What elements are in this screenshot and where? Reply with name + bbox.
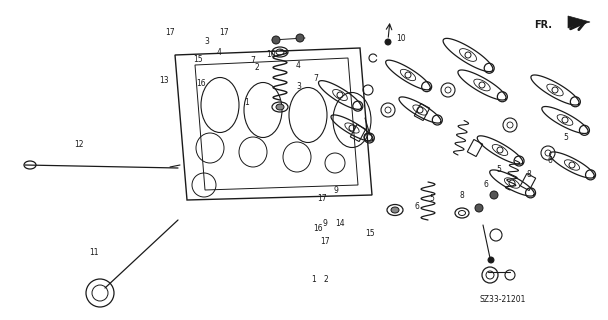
Text: 1: 1 <box>244 98 249 107</box>
Circle shape <box>488 257 494 263</box>
Text: 16: 16 <box>196 79 206 88</box>
Text: 5: 5 <box>496 165 501 174</box>
Circle shape <box>475 204 483 212</box>
Circle shape <box>272 36 280 44</box>
Text: 10: 10 <box>396 34 406 43</box>
Text: 9: 9 <box>333 186 338 195</box>
Text: 6: 6 <box>548 156 553 164</box>
Text: 8: 8 <box>527 170 531 179</box>
Text: 16: 16 <box>313 224 323 233</box>
Text: 17: 17 <box>219 28 229 36</box>
Text: 8: 8 <box>460 191 465 200</box>
Text: 7: 7 <box>250 56 255 65</box>
Text: 15: 15 <box>193 55 202 64</box>
Text: 17: 17 <box>317 194 327 203</box>
Text: 9: 9 <box>323 220 328 228</box>
Text: 5: 5 <box>563 133 568 142</box>
Text: 4: 4 <box>216 48 221 57</box>
Text: 2: 2 <box>254 63 259 72</box>
Text: 6: 6 <box>414 202 419 211</box>
Ellipse shape <box>391 207 399 213</box>
Text: 1: 1 <box>311 276 316 284</box>
Ellipse shape <box>276 104 284 110</box>
Text: 6: 6 <box>484 180 489 188</box>
Circle shape <box>490 191 498 199</box>
Text: 12: 12 <box>74 140 84 148</box>
Text: 17: 17 <box>165 28 175 36</box>
Text: 15: 15 <box>365 229 375 238</box>
Polygon shape <box>568 16 590 28</box>
Text: SZ33-21201: SZ33-21201 <box>480 295 527 305</box>
Text: 13: 13 <box>159 76 169 84</box>
Text: 14: 14 <box>336 220 345 228</box>
Circle shape <box>385 39 391 45</box>
Text: 3: 3 <box>297 82 302 91</box>
Text: 11: 11 <box>89 248 99 257</box>
Circle shape <box>296 34 304 42</box>
Text: 2: 2 <box>323 276 328 284</box>
Text: 5: 5 <box>429 194 434 203</box>
Text: 7: 7 <box>314 74 319 83</box>
Text: 17: 17 <box>320 237 330 246</box>
Text: 4: 4 <box>295 61 300 70</box>
Text: 3: 3 <box>204 37 209 46</box>
Text: 10: 10 <box>266 50 275 59</box>
Text: FR.: FR. <box>534 20 552 30</box>
